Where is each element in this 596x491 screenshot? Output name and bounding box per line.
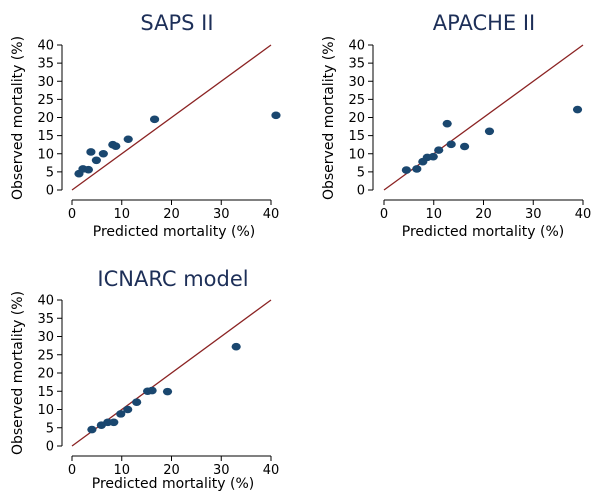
x-tick-label: 20: [163, 207, 180, 222]
data-point: [459, 142, 470, 151]
x-axis-label: Predicted mortality (%): [402, 224, 564, 240]
x-tick-label: 20: [475, 207, 492, 222]
y-tick-label: 30: [348, 75, 365, 90]
ticks: 0 5 10 15 20 25 30 35 40 0 10 20 30 40: [348, 39, 591, 223]
x-tick-label: 10: [113, 207, 130, 222]
y-tick-label: 40: [37, 294, 54, 309]
data-point: [434, 146, 444, 154]
data-point: [412, 165, 422, 173]
ticks: 0 5 10 15 20 25 30 35 40 0 10 20 30 40: [37, 39, 279, 223]
data-point: [132, 398, 142, 407]
data-point: [484, 127, 495, 136]
y-tick-label: 5: [46, 421, 54, 436]
data-point: [91, 156, 101, 165]
y-tick-label: 20: [37, 367, 54, 382]
y-tick-label: 25: [37, 348, 54, 363]
x-tick-label: 20: [163, 463, 180, 478]
data-point: [116, 410, 126, 418]
y-tick-label: 30: [37, 330, 54, 345]
x-tick-label: 30: [213, 463, 230, 478]
x-tick-label: 10: [425, 207, 442, 222]
data-point: [401, 166, 411, 174]
ticks: 0 5 10 15 20 25 30 35 40 0 10 20 30 40: [37, 294, 279, 479]
data-point: [123, 135, 133, 144]
data-point: [98, 149, 108, 158]
data-point: [147, 386, 157, 395]
y-tick-label: 35: [348, 57, 365, 72]
chart-title: APACHE II: [433, 11, 535, 35]
y-tick-label: 5: [46, 165, 54, 180]
x-tick-label: 40: [575, 207, 592, 222]
x-tick-label: 0: [380, 207, 388, 222]
y-tick-label: 0: [46, 184, 54, 199]
x-tick-label: 30: [213, 207, 230, 222]
y-tick-label: 20: [37, 111, 54, 126]
y-tick-label: 20: [348, 111, 365, 126]
data-point: [87, 425, 97, 434]
y-tick-label: 15: [348, 129, 365, 144]
data-point: [442, 119, 452, 128]
x-tick-label: 0: [68, 207, 76, 222]
y-axis-label: Observed mortality (%): [321, 36, 337, 200]
points: [401, 105, 583, 174]
y-axis-label: Observed mortality (%): [10, 36, 26, 200]
y-tick-label: 30: [37, 75, 54, 90]
y-tick-label: 10: [37, 403, 54, 418]
y-tick-label: 10: [348, 147, 365, 162]
y-tick-label: 40: [37, 39, 54, 54]
points: [74, 111, 281, 178]
data-point: [123, 405, 133, 414]
y-tick-label: 35: [37, 312, 54, 327]
y-tick-label: 25: [348, 93, 365, 108]
data-point: [271, 111, 281, 120]
y-tick-label: 0: [46, 440, 54, 455]
y-tick-label: 15: [37, 385, 54, 400]
data-point: [83, 165, 94, 174]
chart-title: ICNARC model: [97, 267, 248, 291]
chart-apache-ii: APACHE II Observed mortality (%) Predict…: [321, 11, 591, 240]
y-axis-label: Observed mortality (%): [10, 291, 26, 455]
identity-reference-line: [71, 44, 272, 191]
chart-saps-ii: SAPS II Observed mortality (%) Predicted…: [10, 11, 281, 240]
data-point: [572, 105, 583, 114]
chart-icnarc-model: ICNARC model Observed mortality (%) Pred…: [10, 267, 279, 491]
x-tick-label: 40: [263, 463, 280, 478]
data-point: [86, 148, 96, 156]
x-tick-label: 40: [263, 207, 280, 222]
x-tick-label: 0: [68, 463, 76, 478]
x-axis-label: Predicted mortality (%): [92, 476, 254, 491]
y-tick-label: 0: [357, 184, 365, 199]
data-point: [111, 142, 121, 150]
data-point: [446, 140, 456, 149]
data-point: [109, 418, 119, 427]
data-point: [162, 387, 173, 396]
data-point: [231, 342, 241, 351]
y-tick-label: 5: [357, 165, 365, 180]
y-tick-label: 10: [37, 147, 54, 162]
y-tick-label: 35: [37, 57, 54, 72]
points: [87, 342, 241, 434]
x-tick-label: 30: [525, 207, 542, 222]
data-point: [149, 115, 160, 124]
x-axis-label: Predicted mortality (%): [93, 224, 255, 240]
x-tick-label: 10: [113, 463, 130, 478]
data-point: [428, 152, 438, 161]
y-tick-label: 40: [348, 39, 365, 54]
y-tick-label: 15: [37, 129, 54, 144]
chart-title: SAPS II: [140, 11, 213, 35]
y-tick-label: 25: [37, 93, 54, 108]
